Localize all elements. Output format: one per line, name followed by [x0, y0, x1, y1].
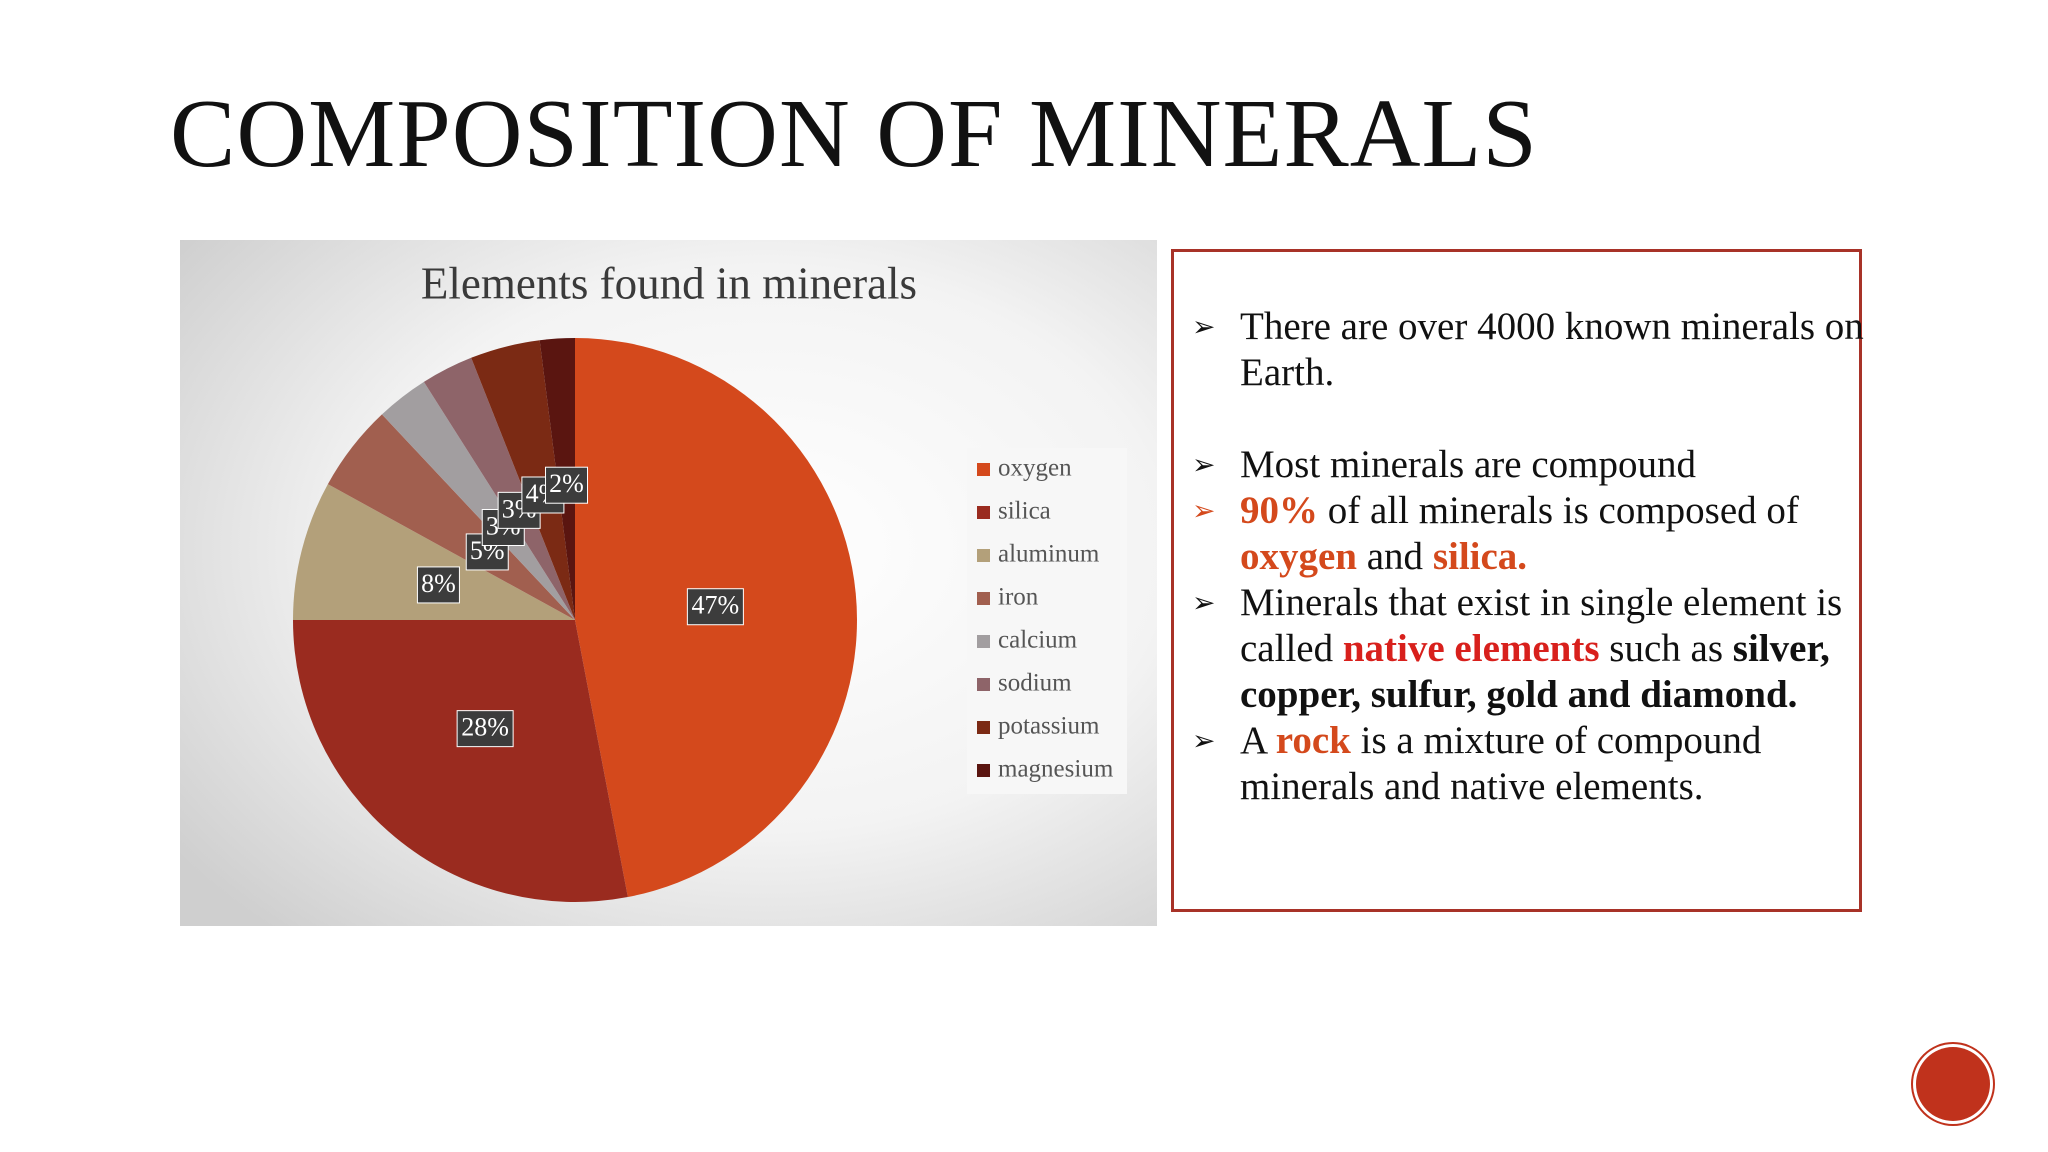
pie-slice	[293, 620, 628, 902]
data-label-box	[545, 466, 589, 504]
data-label-box	[686, 588, 744, 626]
bullet-text: is a mixture of compound minerals and na…	[1240, 719, 1762, 808]
chart-title: Elements found in minerals	[421, 258, 917, 308]
legend-label: calcium	[998, 627, 1078, 654]
data-label: 8%	[421, 569, 456, 598]
bullet: Most minerals are compound	[1192, 442, 1870, 488]
bullet-text: silica.	[1432, 535, 1528, 578]
bullet: 90% of all minerals is composed of oxyge…	[1192, 488, 1870, 580]
legend-label: silica	[998, 498, 1051, 525]
legend-background	[967, 448, 1127, 794]
legend-label: oxygen	[998, 455, 1072, 482]
legend-label: sodium	[998, 670, 1072, 697]
legend-swatch	[977, 764, 990, 777]
data-label: 2%	[549, 469, 584, 498]
bullet: There are over 4000 known minerals on Ea…	[1192, 304, 1870, 396]
pie-slice	[293, 484, 575, 620]
bullet-text: Most minerals are compound	[1240, 443, 1696, 486]
bullet-text: rock	[1275, 719, 1351, 762]
bullet-text: oxygen	[1240, 535, 1357, 578]
bullet-text: and	[1357, 535, 1433, 578]
bullet-text: native elements	[1342, 627, 1600, 670]
legend-swatch	[977, 721, 990, 734]
legend-label: potassium	[998, 713, 1100, 740]
legend-label: magnesium	[998, 756, 1114, 783]
chart: Elements found in minerals 47%28%8%5%3%3…	[180, 240, 1157, 926]
data-label-box	[416, 566, 460, 604]
bullet-text: 90%	[1240, 489, 1318, 532]
data-label: 47%	[692, 591, 740, 620]
legend-swatch	[977, 592, 990, 605]
bullet: A rock is a mixture of compound minerals…	[1192, 718, 1870, 810]
legend-swatch	[977, 463, 990, 476]
legend-label: iron	[998, 584, 1039, 611]
bullet-text: A	[1240, 719, 1276, 762]
legend-label: aluminum	[998, 541, 1100, 568]
slide-title: COMPOSITION OF MINERALS	[170, 80, 1538, 188]
data-label: 28%	[461, 713, 509, 742]
legend-swatch	[977, 678, 990, 691]
legend-swatch	[977, 549, 990, 562]
legend-swatch	[977, 635, 990, 648]
data-label-box	[456, 710, 514, 748]
bullet: Minerals that exist in single element is…	[1192, 580, 1870, 718]
pie-slice	[327, 414, 575, 620]
bullet-text: such as	[1599, 627, 1733, 670]
pie-slice	[423, 357, 575, 620]
bullet-text: of all minerals is composed of	[1318, 489, 1799, 532]
bullet-text: There are over 4000 known minerals on Ea…	[1240, 305, 1864, 394]
bullet-text: Minerals that exist in single element is…	[1240, 581, 1843, 670]
text-box: There are over 4000 known minerals on Ea…	[1171, 249, 1864, 912]
pie-slice	[381, 381, 575, 620]
legend-swatch	[977, 506, 990, 519]
decoration-circle	[1916, 1047, 1990, 1121]
bullet-text: silver, copper, sulfur, gold and diamond…	[1240, 627, 1830, 716]
